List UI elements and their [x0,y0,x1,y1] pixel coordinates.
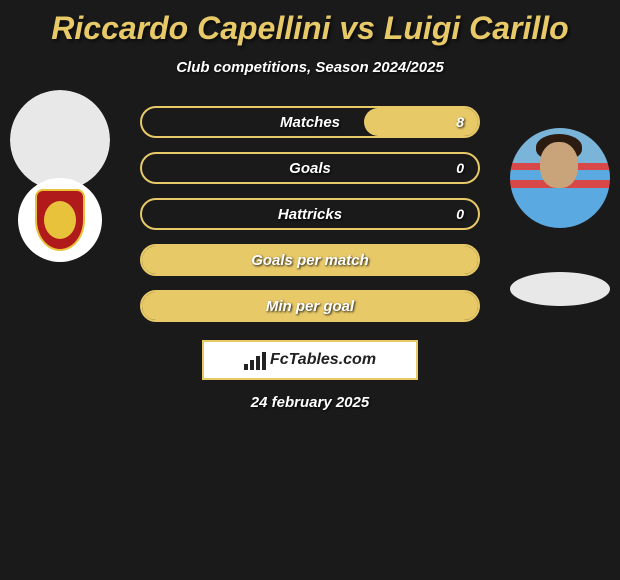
stat-label: Hattricks [278,206,342,223]
stat-value-right: 0 [456,206,464,222]
club-badge-circle [18,178,102,262]
stat-row-min-per-goal: Min per goal [140,290,480,322]
avatar-placeholder-icon [10,90,110,190]
stat-value-right: 0 [456,160,464,176]
player-photo-icon [510,128,610,228]
club-crest-icon [35,189,85,251]
stat-value-right: 8 [456,114,464,130]
stat-label: Min per goal [266,298,354,315]
player-left-club-badge [10,178,110,262]
stat-label: Goals per match [251,252,369,269]
stat-label: Matches [280,114,340,131]
stat-row-hattricks: Hattricks 0 [140,198,480,230]
stat-row-goals: Goals 0 [140,152,480,184]
badge-placeholder-icon [510,272,610,306]
comparison-subtitle: Club competitions, Season 2024/2025 [0,59,620,76]
stat-label: Goals [289,160,331,177]
player-right-avatar [510,128,610,228]
stat-row-goals-per-match: Goals per match [140,244,480,276]
stats-list: Matches 8 Goals 0 Hattricks 0 Goals per … [140,106,480,322]
snapshot-date: 24 february 2025 [0,394,620,411]
stat-row-matches: Matches 8 [140,106,480,138]
player-right-club-badge [510,268,610,352]
player-left-avatar [10,90,110,190]
chart-icon [244,350,266,370]
source-logo[interactable]: FcTables.com [202,340,418,380]
logo-text: FcTables.com [270,351,376,369]
comparison-title: Riccardo Capellini vs Luigi Carillo [0,0,620,47]
